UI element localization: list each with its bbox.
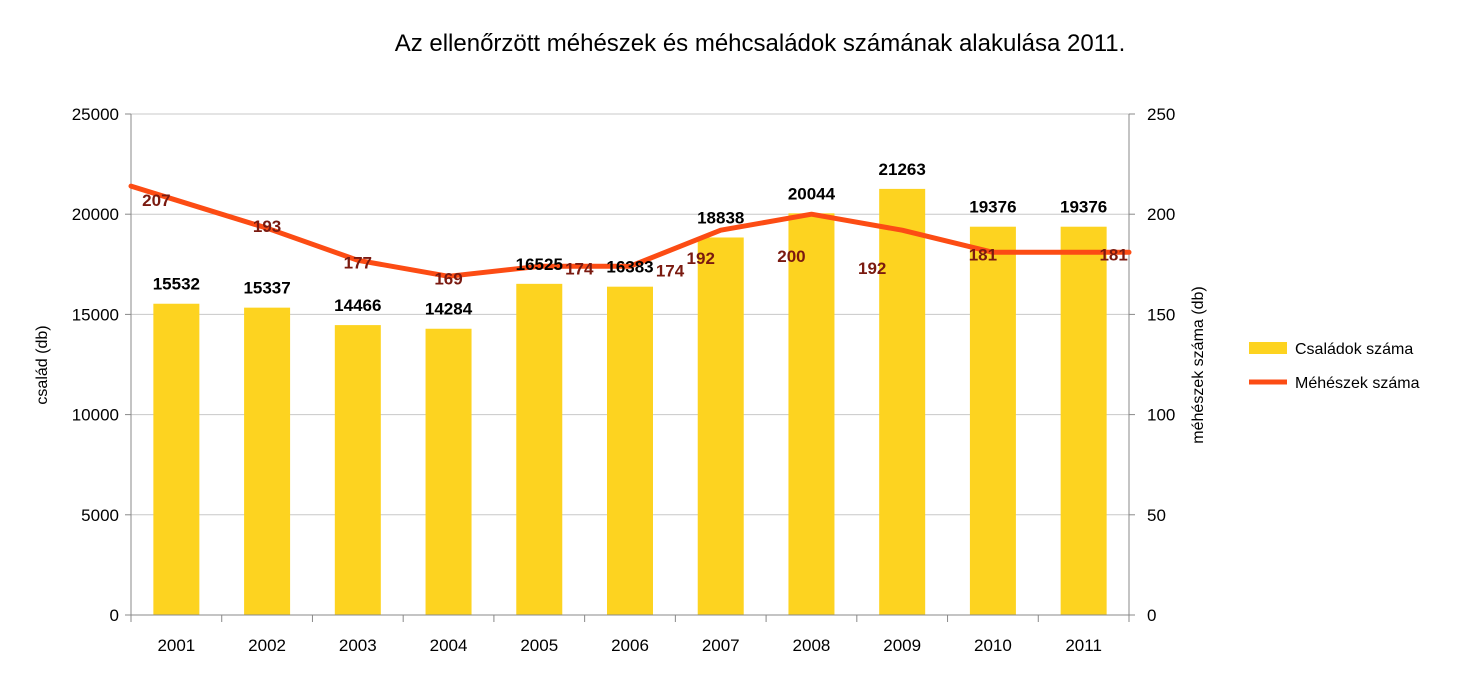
x-tick-label: 2005 bbox=[520, 636, 558, 655]
bar-data-label: 19376 bbox=[1060, 198, 1107, 217]
y-right-tick-label: 50 bbox=[1147, 506, 1166, 525]
y-right-tick-label: 100 bbox=[1147, 406, 1175, 425]
line-data-label: 192 bbox=[687, 249, 715, 268]
line-data-label: 177 bbox=[344, 253, 372, 272]
bar bbox=[969, 226, 1016, 615]
x-axis-ticks: 2001 2002 2003 2004 2005 2006 2007 2008 2009 2010… bbox=[157, 636, 1101, 655]
line-data-label: 181 bbox=[969, 245, 997, 264]
bar-data-label: 14284 bbox=[425, 300, 473, 319]
x-tick-label: 2008 bbox=[793, 636, 831, 655]
line-data-label: 174 bbox=[565, 259, 594, 278]
bar-data-label: 21263 bbox=[879, 160, 926, 179]
y-left-tick-label: 10000 bbox=[72, 406, 119, 425]
bar-data-label: 16383 bbox=[606, 258, 653, 277]
x-tick-label: 2009 bbox=[883, 636, 921, 655]
y-axis-left-title: család (db) bbox=[34, 325, 51, 404]
x-tick-label: 2006 bbox=[611, 636, 649, 655]
bar-data-label: 18838 bbox=[697, 208, 744, 227]
x-tick-label: 2007 bbox=[702, 636, 740, 655]
line-series bbox=[128, 183, 1132, 279]
bar bbox=[879, 188, 926, 616]
line-data-label: 181 bbox=[1099, 245, 1127, 264]
x-tick-label: 2003 bbox=[339, 636, 377, 655]
bar bbox=[334, 325, 381, 615]
bar bbox=[425, 328, 472, 615]
y-axis-right-title: méhészek száma (db) bbox=[1190, 286, 1207, 443]
legend-label-line: Méhészek száma bbox=[1295, 375, 1420, 392]
y-left-tick-label: 15000 bbox=[72, 305, 119, 324]
bar-data-label: 15337 bbox=[243, 279, 290, 298]
bar bbox=[607, 286, 653, 615]
bar bbox=[516, 283, 563, 615]
bar-data-label: 14466 bbox=[334, 296, 381, 315]
line-data-label: 169 bbox=[434, 269, 462, 288]
bar bbox=[788, 213, 835, 615]
bar-data-labels: 15532 15337 14466 14284 16525 16383 18838 20044… bbox=[153, 160, 1108, 319]
axes bbox=[125, 113, 1135, 622]
bar bbox=[244, 307, 291, 615]
x-tick-label: 2004 bbox=[430, 636, 468, 655]
y-right-tick-label: 200 bbox=[1147, 205, 1175, 224]
line-data-label: 174 bbox=[656, 261, 685, 280]
y-left-tick-label: 5000 bbox=[81, 506, 119, 525]
bar-data-label: 20044 bbox=[788, 184, 836, 203]
line-data-label: 207 bbox=[142, 191, 170, 210]
bar-data-label: 15532 bbox=[153, 275, 200, 294]
line-data-label: 200 bbox=[777, 247, 805, 266]
line-data-label: 192 bbox=[858, 259, 886, 278]
chart-title: Az ellenőrzött méhészek és méhcsaládok s… bbox=[395, 30, 1126, 57]
y-right-tick-label: 150 bbox=[1147, 305, 1175, 324]
legend: Családok száma Méhészek száma bbox=[1249, 341, 1420, 392]
x-tick-label: 2010 bbox=[974, 636, 1012, 655]
y-left-tick-label: 25000 bbox=[72, 105, 119, 124]
bar bbox=[697, 237, 744, 615]
bar bbox=[1060, 226, 1107, 615]
right-axis-ticks: 0 50 100 150 200 250 bbox=[1147, 105, 1175, 625]
x-tick-label: 2011 bbox=[1065, 636, 1102, 655]
line-data-label: 193 bbox=[253, 217, 281, 236]
bar-data-label: 19376 bbox=[969, 198, 1016, 217]
x-tick-label: 2002 bbox=[248, 636, 286, 655]
y-right-tick-label: 0 bbox=[1147, 606, 1156, 625]
legend-swatch-bar bbox=[1249, 342, 1287, 354]
left-axis-ticks: 0 5000 10000 15000 20000 25000 bbox=[72, 105, 119, 625]
y-left-tick-label: 20000 bbox=[72, 205, 119, 224]
y-left-tick-label: 0 bbox=[110, 606, 119, 625]
bar-series bbox=[153, 188, 1107, 616]
legend-label-bar: Családok száma bbox=[1295, 341, 1413, 358]
line-path bbox=[128, 183, 1132, 279]
y-right-tick-label: 250 bbox=[1147, 105, 1175, 124]
bar bbox=[153, 303, 200, 615]
bar-data-label: 16525 bbox=[516, 255, 563, 274]
x-tick-label: 2001 bbox=[157, 636, 195, 655]
